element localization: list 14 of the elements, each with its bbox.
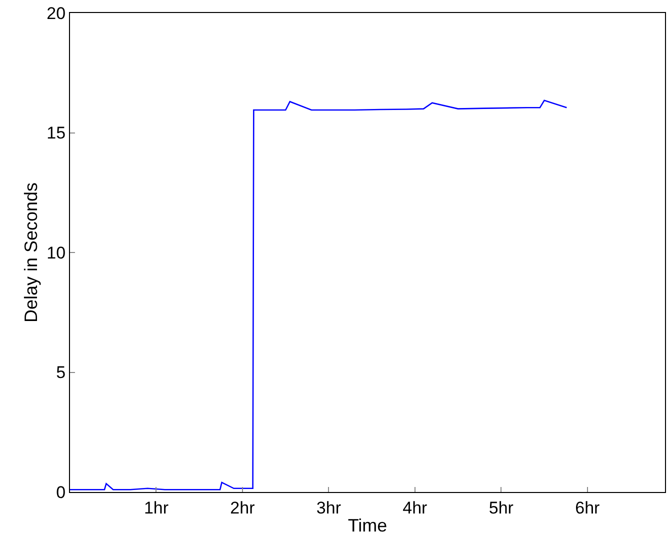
y-tick-label: 20 [46,4,66,23]
x-axis-title: Time [348,516,388,536]
y-axis-title: Delay in Seconds [20,182,41,323]
y-tick-label: 5 [56,363,66,382]
x-tick-label: 6hr [575,498,600,518]
x-tick-label: 1hr [144,498,169,518]
line-series [70,100,568,490]
x-tick-label: 4hr [402,498,428,518]
x-tick-label: 2hr [230,498,256,518]
y-tick-label: 15 [46,124,66,143]
y-tick-label: 10 [46,243,66,262]
y-tick-label: 0 [56,482,66,502]
x-tick-label: 3hr [316,498,342,518]
x-tick-label: 5hr [488,498,514,518]
